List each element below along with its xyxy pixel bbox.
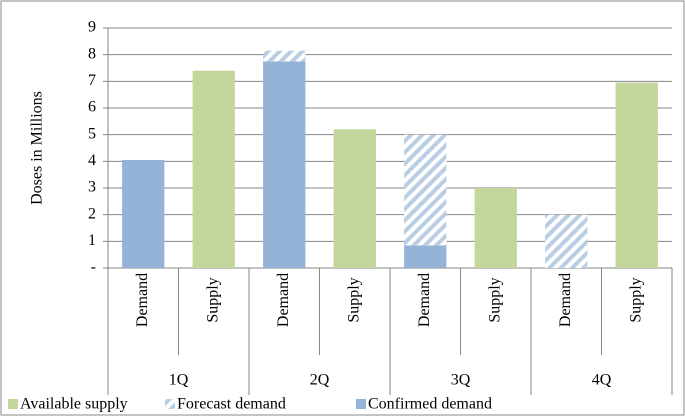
group-label: 4Q — [592, 372, 612, 389]
y-tick-label: 5 — [88, 125, 96, 142]
group-label: 1Q — [169, 372, 189, 389]
y-tick-label: 4 — [88, 152, 96, 169]
legend-label: Forecast demand — [177, 396, 286, 413]
legend-label: Available supply — [20, 396, 128, 413]
bar-segment — [333, 129, 376, 268]
group-label: 3Q — [451, 372, 471, 389]
bar-segment — [192, 70, 235, 269]
bar-segment — [263, 50, 306, 62]
y-tick-label: 7 — [88, 72, 96, 89]
x-tick-label: Demand — [557, 273, 574, 327]
bar-segment — [404, 134, 447, 246]
y-axis-label: Doses in Millions — [29, 91, 46, 205]
x-tick-label: Demand — [134, 273, 151, 327]
y-tick-label: - — [91, 259, 96, 276]
bar-segment — [122, 160, 165, 268]
x-tick-label: Supply — [345, 277, 362, 322]
bar-segment — [263, 61, 306, 269]
y-tick-label: 8 — [88, 45, 96, 62]
bar-segment — [404, 245, 447, 268]
x-tick-label: Demand — [275, 273, 292, 327]
bar-segment — [474, 188, 517, 268]
bar-segment — [545, 214, 588, 268]
y-tick-label: 9 — [88, 19, 96, 36]
bar-segment — [615, 82, 658, 269]
y-tick-label: 6 — [88, 99, 96, 116]
legend-swatch — [165, 399, 175, 409]
group-label: 2Q — [310, 372, 330, 389]
y-tick-label: 1 — [88, 232, 96, 249]
x-tick-label: Demand — [416, 273, 433, 327]
legend-label: Confirmed demand — [368, 396, 492, 413]
legend-swatch — [356, 399, 366, 409]
x-tick-label: Supply — [486, 277, 503, 322]
y-tick-label: 2 — [88, 205, 96, 222]
x-tick-label: Supply — [204, 277, 221, 322]
legend-swatch — [8, 399, 18, 409]
x-tick-label: Supply — [627, 277, 644, 322]
y-tick-label: 3 — [88, 179, 96, 196]
